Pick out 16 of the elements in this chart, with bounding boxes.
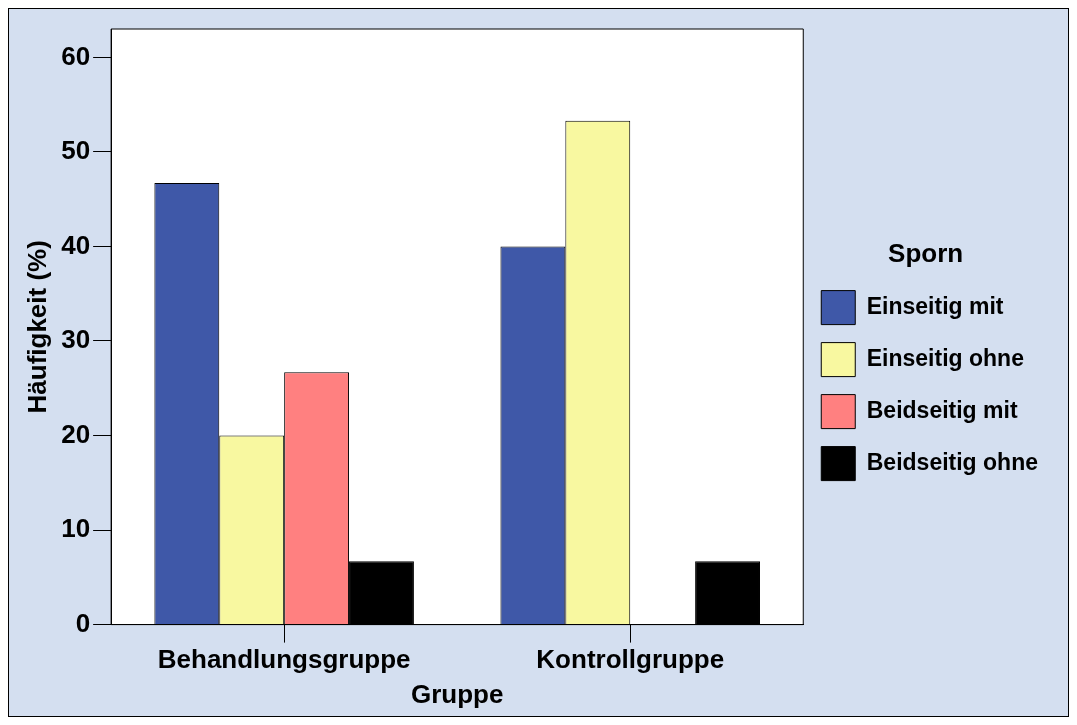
y-tick-label: 20 — [61, 418, 91, 449]
y-tick-label: 30 — [61, 324, 91, 355]
legend-label: Beidseitig ohne — [866, 448, 1039, 475]
y-axis-title: Häufigkeit (%) — [21, 240, 52, 414]
x-tick-label: Kontrollgruppe — [536, 644, 725, 675]
legend-label: Einseitig ohne — [866, 344, 1024, 371]
legend-title: Sporn — [888, 237, 964, 268]
y-tick-label: 10 — [61, 513, 91, 544]
y-tick-label: 50 — [61, 135, 91, 166]
y-tick-label: 60 — [61, 40, 91, 71]
y-tick-label: 0 — [75, 607, 91, 638]
y-tick-label: 40 — [61, 229, 91, 260]
legend-label: Einseitig mit — [866, 292, 1004, 319]
x-tick-label: Behandlungsgruppe — [157, 644, 411, 675]
x-axis-title: Gruppe — [410, 678, 504, 709]
legend-label: Beidseitig mit — [866, 396, 1018, 423]
